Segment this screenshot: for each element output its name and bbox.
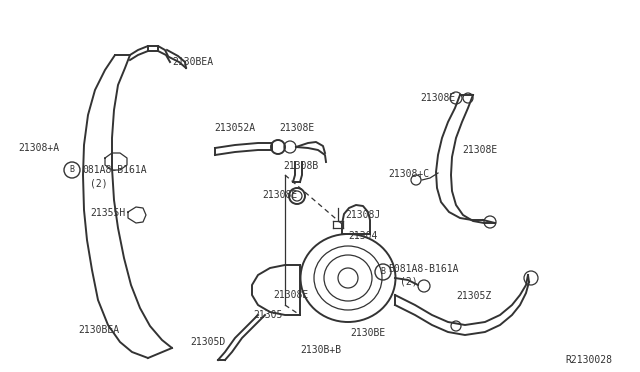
Text: R2130028: R2130028	[565, 355, 612, 365]
Text: (2): (2)	[400, 276, 418, 286]
Text: 21355H: 21355H	[90, 208, 125, 218]
Text: 21308E: 21308E	[262, 190, 297, 200]
Text: B: B	[70, 166, 74, 174]
Text: 21308E: 21308E	[279, 123, 314, 133]
Text: 2130BE: 2130BE	[350, 328, 385, 338]
Text: 21305: 21305	[253, 310, 282, 320]
Text: 21304: 21304	[348, 231, 378, 241]
Text: 21308J: 21308J	[345, 210, 380, 220]
Text: B: B	[381, 267, 385, 276]
Text: (2): (2)	[90, 178, 108, 188]
Text: 21305Z: 21305Z	[456, 291, 492, 301]
Text: 21308E: 21308E	[462, 145, 497, 155]
Text: 21308B: 21308B	[283, 161, 318, 171]
Text: 21308E: 21308E	[273, 290, 308, 300]
Text: B081A8-B161A: B081A8-B161A	[388, 264, 458, 274]
Text: 21305D: 21305D	[190, 337, 225, 347]
Text: 2130BEA: 2130BEA	[78, 325, 119, 335]
Text: 081A8-B161A: 081A8-B161A	[82, 165, 147, 175]
Text: 21308+C: 21308+C	[388, 169, 429, 179]
Text: 21308E: 21308E	[420, 93, 455, 103]
Text: 21308+A: 21308+A	[18, 143, 59, 153]
Text: 213052A: 213052A	[214, 123, 255, 133]
Text: 2130BEA: 2130BEA	[172, 57, 213, 67]
Text: 2130B+B: 2130B+B	[300, 345, 341, 355]
